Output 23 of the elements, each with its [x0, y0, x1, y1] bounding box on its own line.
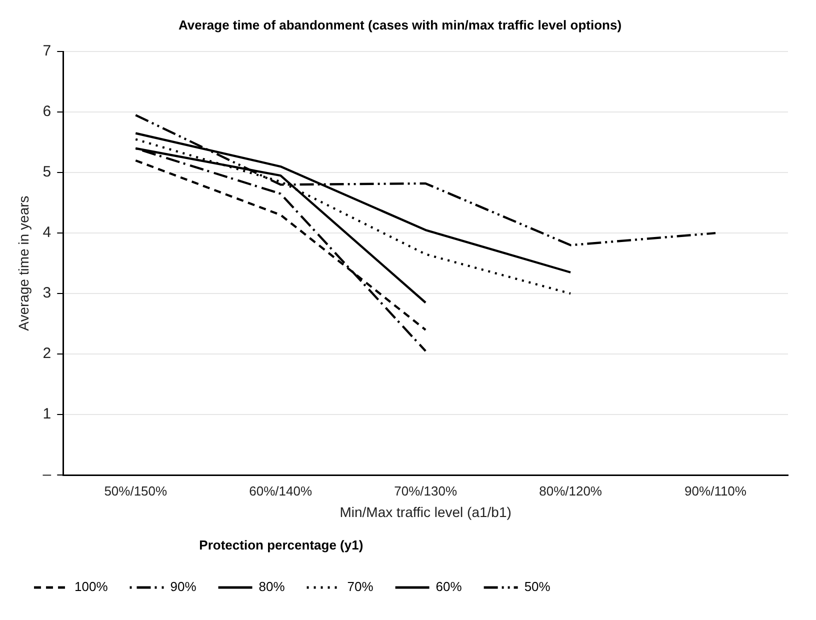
chart-title: Average time of abandonment (cases with min/max traffic level options) [178, 17, 622, 32]
x-tick-label: 50%/150% [104, 483, 168, 498]
y-tick-label: 3 [42, 284, 52, 302]
y-tick-label: 4 [42, 224, 52, 242]
legend-label: 50% [524, 579, 551, 594]
y-tick-label: 7 [42, 42, 52, 60]
legend-title: Protection percentage (y1) [199, 537, 364, 552]
y-axis-title: Average time in years [15, 196, 32, 331]
legend-label: 60% [436, 579, 462, 594]
y-tick-label: 1 [42, 406, 52, 423]
legend-label: 80% [258, 579, 286, 594]
legend-label: 90% [170, 579, 197, 594]
y-tick-label: 5 [42, 164, 52, 181]
x-tick-label: 70%/130% [394, 483, 458, 498]
y-tick-label: – [42, 466, 52, 484]
x-axis-title: Min/Max traffic level (a1/b1) [340, 504, 512, 520]
legend-label: 100% [74, 579, 108, 594]
y-tick-label: 6 [42, 103, 52, 120]
x-tick-label: 80%/120% [539, 483, 602, 498]
x-tick-label: 60%/140% [249, 483, 312, 498]
x-tick-label: 90%/110% [684, 483, 747, 498]
y-tick-label: 2 [42, 345, 52, 362]
legend-label: 70% [347, 579, 374, 594]
